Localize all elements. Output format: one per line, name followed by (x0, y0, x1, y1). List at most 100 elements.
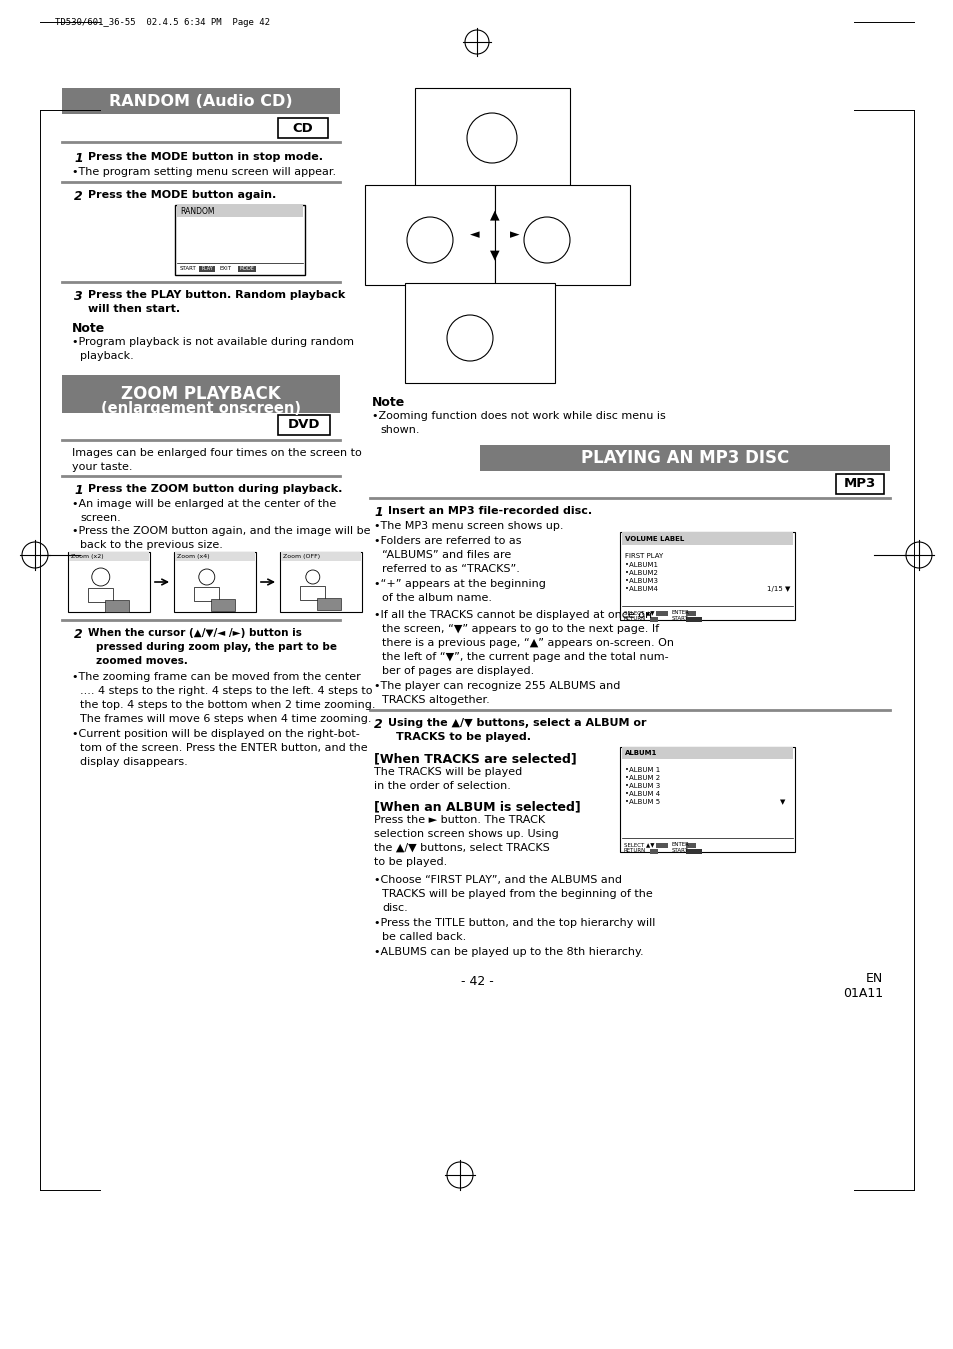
Text: ▲: ▲ (490, 209, 499, 221)
Bar (174, 205, 305, 275)
Text: Press the MODE button again.: Press the MODE button again. (88, 190, 276, 200)
Text: •“+” appears at the beginning: •“+” appears at the beginning (374, 579, 545, 590)
Bar (649, 849, 658, 854)
Bar (174, 552, 254, 561)
Text: Zoom (OFF): Zoom (OFF) (283, 554, 320, 560)
Text: 01A11: 01A11 (842, 987, 882, 1000)
Text: The frames will move 6 steps when 4 time zooming.: The frames will move 6 steps when 4 time… (80, 714, 371, 724)
Text: •Choose “FIRST PLAY”, and the ALBUMS and: •Choose “FIRST PLAY”, and the ALBUMS and (374, 876, 621, 885)
Bar (365, 185, 495, 285)
Bar (68, 552, 150, 612)
Text: [When TRACKS are selected]: [When TRACKS are selected] (374, 751, 577, 765)
Text: be called back.: be called back. (381, 932, 466, 942)
Text: Insert an MP3 file-recorded disc.: Insert an MP3 file-recorded disc. (388, 506, 592, 517)
Text: “ALBUMS” and files are: “ALBUMS” and files are (381, 550, 511, 560)
Text: RANDOM: RANDOM (180, 206, 214, 216)
Bar (685, 616, 701, 622)
Text: .... 4 steps to the right. 4 steps to the left. 4 steps to: .... 4 steps to the right. 4 steps to th… (80, 687, 372, 696)
Text: the top. 4 steps to the bottom when 2 time zooming.: the top. 4 steps to the bottom when 2 ti… (80, 700, 375, 710)
Text: •Program playback is not available during random: •Program playback is not available durin… (71, 337, 354, 347)
Text: •Folders are referred to as: •Folders are referred to as (374, 536, 521, 546)
Text: screen.: screen. (80, 513, 121, 523)
Text: disc.: disc. (381, 902, 407, 913)
Text: ▼: ▼ (490, 248, 499, 262)
Text: •Press the ZOOM button again, and the image will be: •Press the ZOOM button again, and the im… (71, 526, 370, 536)
Text: 1: 1 (74, 484, 83, 496)
Text: 1: 1 (74, 152, 83, 165)
Text: EN: EN (864, 973, 882, 985)
Text: selection screen shows up. Using: selection screen shows up. Using (374, 830, 558, 839)
Text: back to the previous size.: back to the previous size. (80, 540, 223, 550)
Text: RETURN: RETURN (623, 849, 645, 853)
Text: Note: Note (372, 397, 405, 409)
Text: 2: 2 (74, 629, 83, 641)
Text: ENTER: ENTER (671, 611, 689, 615)
Text: SELECT ▲▼: SELECT ▲▼ (623, 611, 654, 615)
Bar (649, 616, 658, 622)
Text: to be played.: to be played. (374, 857, 447, 867)
Text: •ALBUM 1: •ALBUM 1 (624, 768, 659, 773)
Text: Images can be enlarged four times on the screen to: Images can be enlarged four times on the… (71, 448, 361, 459)
Text: there is a previous page, “▲” appears on-screen. On: there is a previous page, “▲” appears on… (381, 638, 673, 648)
Text: When the cursor (▲/▼/◄ /►) button is: When the cursor (▲/▼/◄ /►) button is (88, 629, 301, 638)
Text: 2: 2 (74, 190, 83, 202)
Bar (211, 599, 235, 611)
Bar (685, 843, 696, 849)
Bar (277, 117, 328, 138)
Text: the ▲/▼ buttons, select TRACKS: the ▲/▼ buttons, select TRACKS (374, 843, 549, 853)
Bar (69, 552, 149, 561)
Text: PLAY: PLAY (202, 267, 213, 271)
Bar (656, 611, 667, 616)
Bar (656, 843, 667, 849)
Text: 2: 2 (374, 718, 382, 731)
Bar (621, 532, 792, 545)
Text: (enlargement onscreen): (enlargement onscreen) (101, 402, 301, 417)
Bar (619, 747, 794, 853)
Text: tom of the screen. Press the ENTER button, and the: tom of the screen. Press the ENTER butto… (80, 743, 367, 753)
Bar (415, 88, 569, 186)
Text: START: START (671, 616, 688, 621)
Text: •ALBUM4: •ALBUM4 (624, 585, 658, 592)
Text: •The player can recognize 255 ALBUMS and: •The player can recognize 255 ALBUMS and (374, 681, 619, 691)
Text: MP3: MP3 (843, 478, 875, 491)
Text: •The MP3 menu screen shows up.: •The MP3 menu screen shows up. (374, 521, 563, 532)
Bar (277, 415, 330, 434)
Bar (685, 849, 701, 854)
Text: Using the ▲/▼ buttons, select a ALBUM or: Using the ▲/▼ buttons, select a ALBUM or (388, 718, 646, 728)
Text: •ALBUM2: •ALBUM2 (624, 571, 658, 576)
Text: referred to as “TRACKS”.: referred to as “TRACKS”. (381, 564, 519, 575)
Bar (495, 185, 629, 285)
Bar (194, 587, 219, 602)
Text: ber of pages are displayed.: ber of pages are displayed. (381, 666, 534, 676)
Text: TRACKS altogether.: TRACKS altogether. (381, 695, 489, 706)
Text: ►: ► (510, 228, 519, 241)
Text: •ALBUM 5: •ALBUM 5 (624, 799, 659, 805)
Text: Press the MODE button in stop mode.: Press the MODE button in stop mode. (88, 152, 323, 162)
Text: display disappears.: display disappears. (80, 757, 188, 768)
Text: DVD: DVD (288, 418, 320, 432)
Text: ZOOM PLAYBACK: ZOOM PLAYBACK (121, 384, 280, 403)
Text: zoomed moves.: zoomed moves. (96, 656, 188, 666)
Bar (685, 611, 696, 616)
Text: the left of “▼”, the current page and the total num-: the left of “▼”, the current page and th… (381, 652, 668, 662)
Text: •Press the TITLE button, and the top hierarchy will: •Press the TITLE button, and the top hie… (374, 919, 655, 928)
Text: START: START (180, 267, 196, 271)
Text: TD530/601_36-55  02.4.5 6:34 PM  Page 42: TD530/601_36-55 02.4.5 6:34 PM Page 42 (55, 18, 270, 27)
Text: ALBUM1: ALBUM1 (624, 750, 657, 755)
Text: TRACKS to be played.: TRACKS to be played. (395, 733, 531, 742)
Text: RETURN: RETURN (623, 616, 645, 621)
Bar (177, 205, 303, 217)
Text: •An image will be enlarged at the center of the: •An image will be enlarged at the center… (71, 499, 335, 509)
Bar (105, 600, 130, 612)
Text: ▼: ▼ (779, 799, 784, 805)
Bar (173, 552, 255, 612)
Text: the screen, “▼” appears to go to the next page. If: the screen, “▼” appears to go to the nex… (381, 625, 659, 634)
Text: will then start.: will then start. (88, 304, 180, 314)
Text: 1/15 ▼: 1/15 ▼ (766, 585, 789, 592)
Text: CD: CD (293, 121, 313, 135)
Text: your taste.: your taste. (71, 461, 132, 472)
Text: •ALBUM3: •ALBUM3 (624, 577, 658, 584)
Text: •If all the TRACKS cannot be displayed at once on: •If all the TRACKS cannot be displayed a… (374, 610, 652, 621)
Text: •ALBUM1: •ALBUM1 (624, 563, 658, 568)
Text: The TRACKS will be played: The TRACKS will be played (374, 768, 521, 777)
